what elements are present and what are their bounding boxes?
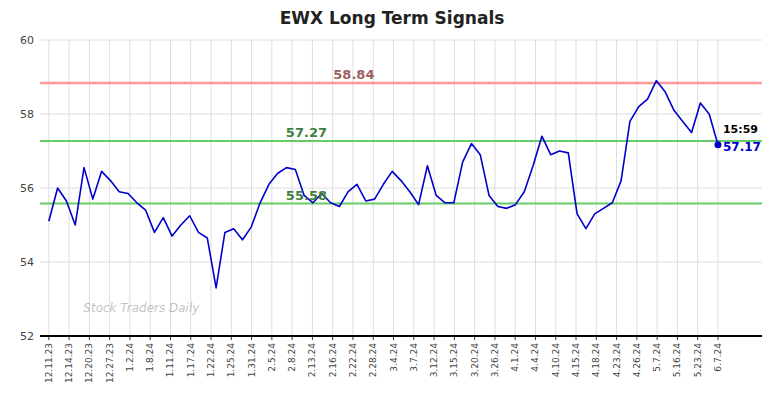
x-grid-line — [677, 40, 678, 336]
x-tick-label: 1.22.24 — [206, 343, 216, 378]
y-grid-line — [40, 336, 762, 337]
x-tick-label: 4.1.24 — [510, 343, 520, 372]
x-tick-label: 2.16.24 — [328, 343, 338, 378]
x-grid-line — [170, 40, 171, 336]
x-tick-label: 4.4.24 — [530, 343, 540, 372]
x-grid-line — [48, 40, 49, 336]
x-tick-label: 3.20.24 — [470, 343, 480, 378]
last-point — [714, 141, 721, 148]
y-tick-label: 60 — [20, 34, 34, 47]
x-tick-label: 4.18.24 — [591, 343, 601, 378]
x-tick-label: 12.27.23 — [105, 343, 115, 383]
x-grid-line — [535, 40, 536, 336]
x-grid-line — [129, 40, 130, 336]
x-grid-line — [515, 40, 516, 336]
x-grid-line — [211, 40, 212, 336]
y-grid-line — [40, 188, 762, 189]
x-tick-label: 4.15.24 — [571, 343, 581, 378]
x-grid-line — [332, 40, 333, 336]
x-grid-line — [413, 40, 414, 336]
x-grid-line — [150, 40, 151, 336]
x-tick-label: 2.5.24 — [267, 343, 277, 372]
x-tick-label: 3.26.24 — [490, 343, 500, 378]
x-grid-line — [69, 40, 70, 336]
x-tick-label: 1.25.24 — [226, 343, 236, 378]
x-grid-line — [454, 40, 455, 336]
x-tick-label: 3.15.24 — [449, 343, 459, 378]
reference-line — [40, 203, 762, 205]
x-tick-label: 2.13.24 — [307, 343, 317, 378]
x-grid-line — [494, 40, 495, 336]
x-tick-label: 1.11.24 — [165, 343, 175, 378]
x-tick-label: 5.7.24 — [652, 343, 662, 372]
x-tick-label: 12.20.23 — [84, 343, 94, 383]
x-tick-label: 3.4.24 — [389, 343, 399, 372]
grid — [40, 40, 762, 336]
x-tick-label: 3.12.24 — [429, 343, 439, 378]
x-tick-label: 2.8.24 — [287, 343, 297, 372]
y-grid-line — [40, 40, 762, 41]
reference-line — [40, 140, 762, 142]
x-tick-label: 2.28.24 — [368, 343, 378, 378]
watermark: Stock Traders Daily — [83, 301, 200, 315]
x-grid-line — [474, 40, 475, 336]
y-grid-line — [40, 114, 762, 115]
x-grid-line — [251, 40, 252, 336]
x-grid-line — [596, 40, 597, 336]
annotation: 15:59 — [723, 123, 758, 136]
x-tick-label: 6.7.24 — [713, 343, 723, 372]
x-grid-line — [271, 40, 272, 336]
x-tick-label: 1.8.24 — [145, 343, 155, 372]
x-grid-line — [393, 40, 394, 336]
x-tick-label: 4.26.24 — [632, 343, 642, 378]
x-grid-line — [555, 40, 556, 336]
y-tick-label: 54 — [20, 256, 34, 269]
x-grid-line — [657, 40, 658, 336]
x-tick-label: 1.2.24 — [125, 343, 135, 372]
y-tick-label: 52 — [20, 330, 34, 343]
y-grid-line — [40, 262, 762, 263]
chart: EWX Long Term Signals 52 54 56 58 60 12.11.23 1… — [0, 0, 784, 398]
x-grid-line — [190, 40, 191, 336]
x-axis-line — [40, 335, 762, 337]
x-tick-label: 5.23.24 — [693, 343, 703, 378]
x-grid-line — [231, 40, 232, 336]
x-tick-label: 1.17.24 — [186, 343, 196, 378]
x-tick-label: 12.11.23 — [44, 343, 54, 383]
reference-line-label: 57.27 — [286, 125, 327, 140]
x-grid-line — [717, 40, 718, 336]
x-tick-label: 1.31.24 — [247, 343, 257, 378]
title: EWX Long Term Signals — [280, 8, 505, 28]
x-tick-label: 12.14.23 — [64, 343, 74, 383]
x-tick-label: 3.7.24 — [409, 343, 419, 372]
x-grid-line — [636, 40, 637, 336]
x-grid-line — [616, 40, 617, 336]
price-line — [49, 81, 718, 288]
y-tick-label: 58 — [20, 108, 34, 121]
plot-area — [40, 81, 762, 288]
x-tick-label: 4.10.24 — [551, 343, 561, 378]
reference-line-label: 55.58 — [286, 188, 327, 203]
x-tick-label: 4.23.24 — [612, 343, 622, 378]
x-grid-line — [109, 40, 110, 336]
y-tick-label: 56 — [20, 182, 34, 195]
x-grid-line — [373, 40, 374, 336]
x-tick-label: 5.16.24 — [672, 343, 682, 378]
x-tick-label: 2.22.24 — [348, 343, 358, 378]
reference-line-label: 58.84 — [333, 67, 374, 82]
x-grid-line — [576, 40, 577, 336]
annotation: 57.17 — [723, 140, 761, 154]
x-grid-line — [697, 40, 698, 336]
reference-line — [40, 82, 762, 85]
